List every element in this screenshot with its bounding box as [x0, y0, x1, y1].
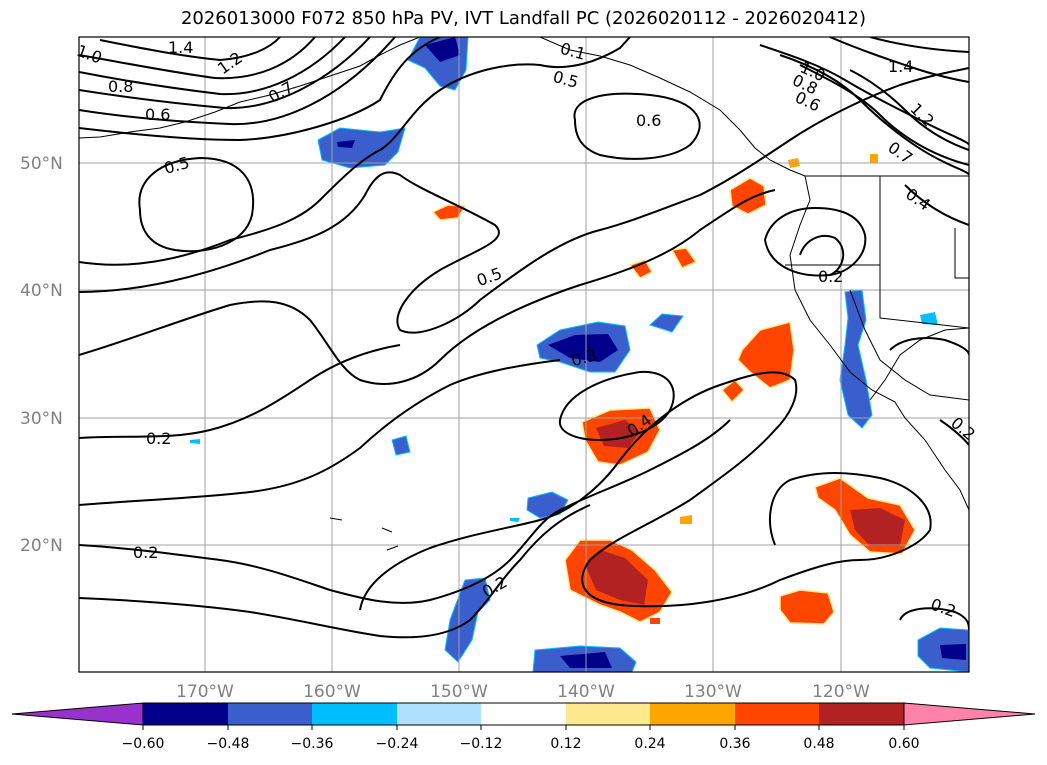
contour-label: 1.2 [214, 48, 246, 78]
colorbar-segment [228, 703, 312, 725]
colorbar-tick-label: 0.48 [803, 736, 834, 752]
contour-label: 0.1 [558, 39, 588, 64]
gridlines [79, 37, 969, 672]
colorbar-segment [650, 703, 735, 725]
contour-label: 0.2 [928, 595, 958, 622]
contour-label: 1.4 [888, 57, 913, 76]
lon-label: 150°W [430, 682, 488, 702]
colorbar-segment [397, 703, 481, 725]
longitude-labels: 170°W 160°W 150°W 140°W 130°W 120°W [176, 682, 870, 702]
lat-label: 20°N [20, 536, 63, 556]
contour-labels: 1.4 1.2 1.0 0.8 0.7 0.6 0.5 0.5 0.6 0.5 … [74, 38, 979, 621]
contour-label: 0.2 [146, 429, 171, 448]
colorbar-tick-label: −0.36 [291, 736, 334, 752]
colorbar-segment [481, 703, 566, 725]
lon-label: 130°W [684, 682, 742, 702]
coastlines [79, 37, 969, 551]
colorbar-low-extension [11, 702, 144, 726]
lon-label: 120°W [812, 682, 870, 702]
lon-label: 170°W [176, 682, 234, 702]
colorbar-tick-label: 0.36 [719, 736, 750, 752]
colorbar-tick-label: 0.12 [550, 736, 581, 752]
contour-label: 0.5 [551, 67, 581, 92]
pv-contours [79, 37, 969, 639]
colorbar-tick-label: −0.12 [460, 736, 503, 752]
colorbar-tick-label: 0.60 [888, 736, 919, 752]
shaded-anomalies [190, 37, 969, 672]
contour-label: 0.6 [145, 105, 170, 124]
colorbar-segment [735, 703, 819, 725]
colorbar: −0.60 −0.48 −0.36 −0.24 −0.12 0.12 0.24 … [11, 702, 1036, 752]
colorbar-segment [143, 703, 228, 725]
contour-label: 0.8 [108, 77, 133, 96]
lat-label: 30°N [20, 409, 63, 429]
map-title: 2026013000 F072 850 hPa PV, IVT Landfall… [180, 8, 867, 29]
colorbar-segment [819, 703, 904, 725]
lon-label: 140°W [557, 682, 615, 702]
contour-label: 0.4 [902, 184, 934, 214]
lon-label: 160°W [303, 682, 361, 702]
contour-label: 0.6 [636, 111, 661, 130]
colorbar-segment [312, 703, 397, 725]
colorbar-tick-label: −0.48 [207, 736, 250, 752]
latitude-labels: 50°N 40°N 30°N 20°N [20, 154, 63, 556]
colorbar-tick-label: −0.60 [122, 736, 165, 752]
contour-label: 0.2 [133, 543, 158, 562]
contour-label: 0.2 [818, 267, 843, 286]
contour-label: 0.5 [162, 153, 192, 178]
lat-label: 50°N [20, 154, 63, 174]
colorbar-high-extension [903, 702, 1036, 726]
map-frame [78, 36, 970, 673]
colorbar-tick-label: −0.24 [376, 736, 419, 752]
contour-label: 0.6 [792, 88, 823, 116]
lat-label: 40°N [20, 281, 63, 301]
colorbar-tick-label: 0.24 [634, 736, 665, 752]
colorbar-segment [566, 703, 650, 725]
contour-label: 1.4 [168, 38, 193, 57]
